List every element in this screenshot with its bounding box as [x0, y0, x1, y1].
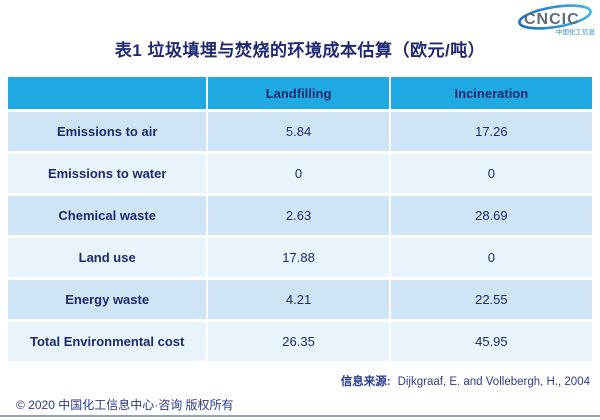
logo-chinese-subtext: 中国化工信息: [556, 27, 595, 36]
table-row: Land use 17.88 0: [8, 238, 592, 277]
copyright-notice: © 2020 中国化工信息中心·咨询 版权所有: [16, 398, 234, 412]
cell-incineration: 45.95: [390, 322, 592, 361]
table-row: Total Environmental cost 26.35 45.95: [8, 322, 592, 361]
header-row: Landfilling Incineration: [8, 77, 592, 109]
cell-incineration: 17.26: [390, 112, 592, 151]
table-row: Emissions to air 5.84 17.26: [8, 112, 592, 151]
cell-landfilling: 2.63: [208, 196, 389, 235]
row-label: Chemical waste: [8, 196, 207, 235]
row-label: Emissions to water: [8, 154, 207, 193]
header-cell-incineration: Incineration: [390, 77, 592, 109]
environment-cost-table: Landfilling Incineration Emissions to ai…: [6, 74, 594, 364]
row-label: Total Environmental cost: [8, 322, 207, 361]
cell-landfilling: 17.88: [208, 238, 389, 277]
header-cell-landfilling: Landfilling: [208, 77, 389, 109]
cell-landfilling: 5.84: [208, 112, 389, 151]
source-reference: Dijkgraaf, E. and Vollebergh, H., 2004: [397, 376, 590, 388]
bottom-divider: [0, 415, 600, 417]
row-label: Land use: [8, 238, 207, 277]
cell-landfilling: 26.35: [208, 322, 389, 361]
table-row: Energy waste 4.21 22.55: [8, 280, 592, 319]
table-row: Chemical waste 2.63 28.69: [8, 196, 592, 235]
cell-incineration: 22.55: [390, 280, 592, 319]
header-cell-blank: [8, 77, 207, 109]
table-row: Emissions to water 0 0: [8, 154, 592, 193]
cell-landfilling: 4.21: [208, 280, 389, 319]
logo-orbit-ellipse: [518, 4, 592, 30]
cell-incineration: 0: [390, 154, 592, 193]
table-title: 表1 垃圾填埋与焚烧的环境成本估算（欧元/吨）: [114, 41, 486, 60]
row-label: Emissions to air: [8, 112, 207, 151]
source-label: 信息来源:: [340, 376, 391, 388]
cell-incineration: 28.69: [390, 196, 592, 235]
row-label: Energy waste: [8, 280, 207, 319]
source-citation: 信息来源: Dijkgraaf, E. and Vollebergh, H., 2…: [341, 373, 590, 389]
cell-incineration: 0: [390, 238, 592, 277]
cell-landfilling: 0: [208, 154, 389, 193]
logo-wordmark: CNCIC: [524, 11, 580, 28]
cncic-logo: CNCIC 中国化工信息: [518, 4, 595, 36]
